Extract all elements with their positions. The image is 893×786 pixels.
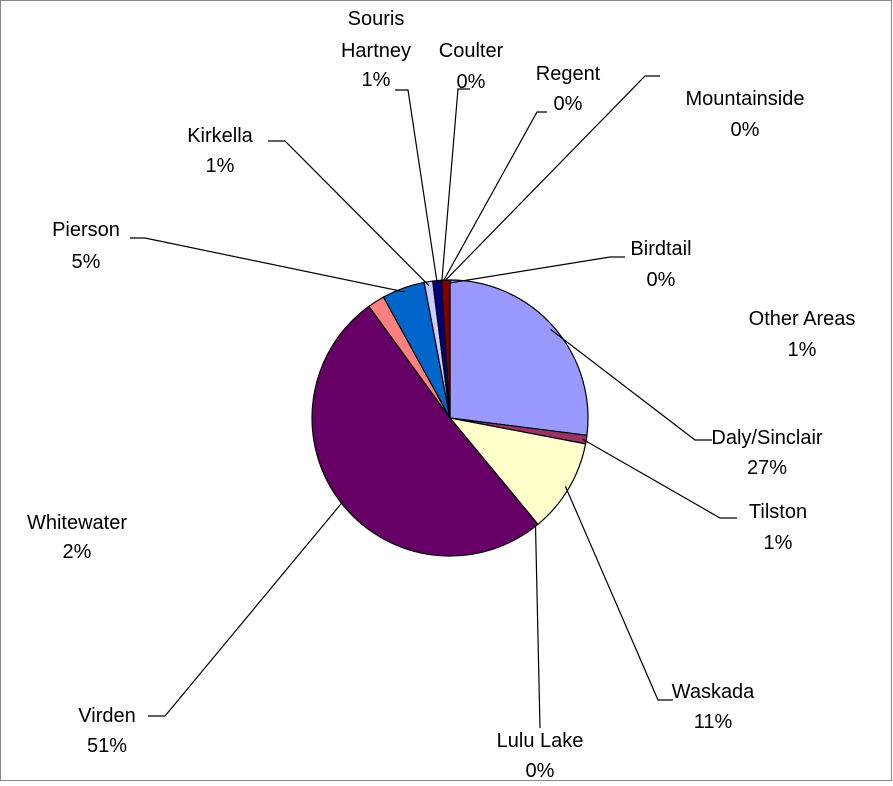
slice-label: Kirkella [187,125,253,147]
slice-value-label: 2% [62,541,92,563]
pie-slice [311,305,539,557]
leader-line [441,256,625,285]
slice-label: Birdtail [630,238,692,260]
leader-line [534,521,541,729]
leader-line [130,237,405,293]
slice-label: Virden [78,705,136,727]
slice-value-label: 0% [525,760,555,782]
slice-value-label: 0% [730,119,760,141]
leader-line [550,328,712,441]
slice-value-label: 1% [763,532,793,554]
leader-line [268,140,430,287]
slice-label: Lulu Lake [496,730,584,752]
slice-value-label: 27% [746,457,788,479]
pie-slice [448,417,587,526]
leader-line [440,88,470,285]
leader-line [441,75,660,285]
slice-label: Daly/Sinclair [711,427,823,449]
leader-line [395,89,438,285]
slice-value-label: 1% [787,339,817,361]
slice-label: Souris Hartney [340,8,412,62]
slice-label: Other Areas [748,308,856,330]
slice-value-label: 0% [456,71,486,93]
leader-line [564,485,673,701]
slice-value-label: 1% [361,69,391,91]
slice-value-label: 1% [205,155,235,177]
slice-label: Mountainside [685,88,805,110]
slice-label: Whitewater [26,512,128,534]
slice-value-label: 0% [553,93,583,115]
slice-label: Regent [535,63,601,85]
slice-label: Tilston [748,501,808,523]
slice-value-label: 0% [646,269,676,291]
slice-value-label: 51% [86,735,128,757]
slice-value-label: 5% [71,251,101,273]
slice-label: Coulter [438,40,504,62]
pie-slice [449,279,589,436]
leader-line [148,499,345,717]
slice-value-label: 11% [693,711,733,733]
slice-label: Pierson [52,219,120,241]
leader-line [441,111,547,285]
leader-line [582,438,737,519]
slice-label: Waskada [671,681,755,703]
pie-slice [440,279,451,419]
